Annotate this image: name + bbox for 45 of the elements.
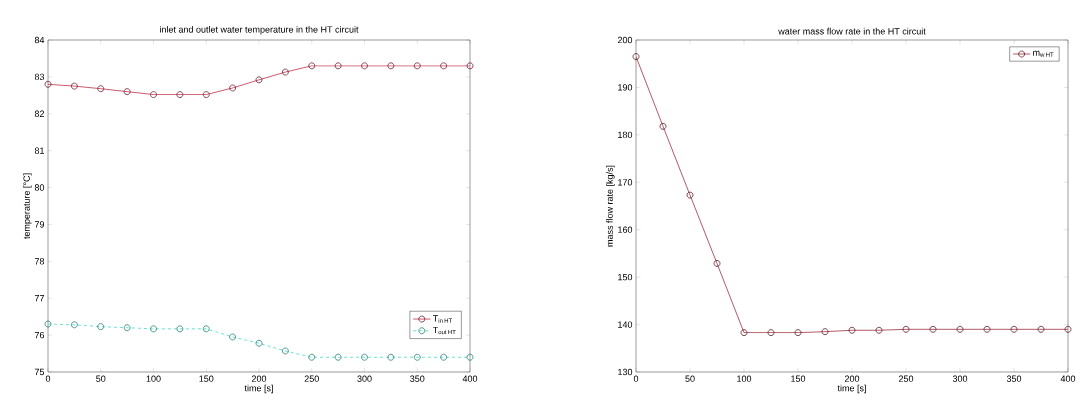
x-tick-label: 50 — [96, 375, 106, 382]
y-tick-label: 84 — [34, 36, 45, 44]
x-tick-label: 50 — [685, 375, 695, 382]
x-tick-label: 150 — [791, 375, 806, 382]
x-tick-label: 400 — [1060, 375, 1076, 382]
x-axis-title: time [s] — [837, 384, 866, 394]
x-tick-label: 0 — [633, 375, 639, 382]
x-tick-label: 0 — [45, 375, 51, 382]
y-tick-label: 180 — [618, 131, 633, 139]
legend-label: $\mathrm{T}_{\mathrm{in\,HT}}$ — [432, 315, 453, 323]
legend-label: $\mathrm{T}_{\mathrm{out\,HT}}$ — [432, 326, 456, 335]
y-tick-label: 130 — [618, 368, 633, 376]
x-tick-label: 300 — [357, 375, 372, 382]
legend-label: $\mathrm{m}_{\mathrm{w\,HT}}$ — [1033, 50, 1054, 57]
x-tick-label: 350 — [410, 375, 425, 382]
y-tick-label: 170 — [618, 179, 633, 186]
y-tick-label: 190 — [618, 84, 633, 91]
y-tick-label: 80 — [34, 184, 45, 191]
y-axis-title: temperature [°C] — [23, 173, 32, 239]
x-tick-label: 350 — [1006, 375, 1022, 382]
x-tick-label: 150 — [199, 375, 214, 382]
y-tick-label: 75 — [34, 368, 45, 376]
y-tick-label: 140 — [618, 321, 633, 328]
x-tick-label: 200 — [844, 375, 860, 382]
y-tick-label: 79 — [34, 221, 45, 228]
x-tick-label: 100 — [146, 375, 161, 382]
x-tick-label: 300 — [952, 375, 968, 382]
y-tick-label: 82 — [34, 110, 45, 117]
y-tick-label: 200 — [617, 36, 633, 44]
x-tick-label: 400 — [462, 375, 478, 382]
y-tick-label: 76 — [34, 331, 45, 339]
y-tick-label: 150 — [618, 273, 633, 281]
x-tick-label: 200 — [251, 375, 267, 382]
y-tick-label: 83 — [34, 73, 45, 81]
x-tick-label: 250 — [898, 375, 914, 382]
y-tick-label: 77 — [34, 295, 45, 302]
y-tick-label: 78 — [34, 258, 45, 265]
y-tick-label: 81 — [34, 147, 45, 154]
y-tick-label: 160 — [618, 226, 633, 233]
y-axis-title: mass flow rate [kg/s] — [606, 165, 615, 247]
x-tick-label: 100 — [737, 375, 752, 382]
chart-title: inlet and outlet water temperature in the HT circuit — [160, 26, 359, 35]
chart-title: water mass flow rate in the HT circuit — [778, 27, 926, 35]
x-axis-title: time [s] — [244, 384, 273, 394]
x-tick-label: 250 — [304, 375, 319, 382]
